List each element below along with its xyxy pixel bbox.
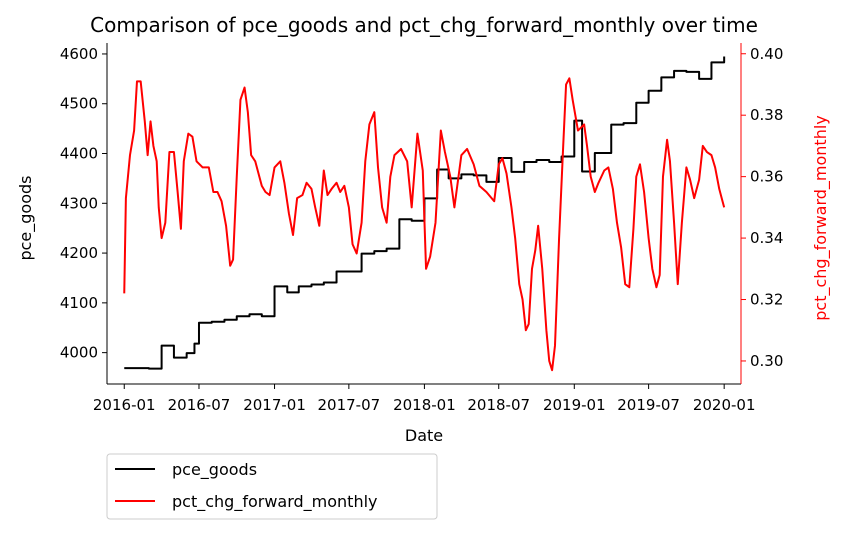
y-left-tick-label: 4200	[60, 244, 98, 262]
y-right-tick-label: 0.36	[750, 168, 783, 186]
y-left-tick-label: 4300	[60, 194, 98, 212]
x-tick-label: 2017-01	[243, 396, 306, 414]
y-axis-left-label: pce_goods	[16, 175, 36, 260]
y-left-tick-label: 4100	[60, 294, 98, 312]
y-left-tick-label: 4600	[60, 45, 98, 63]
y-right-tick-label: 0.34	[750, 229, 783, 247]
x-tick-label: 2019-07	[617, 396, 680, 414]
y-left-tick-label: 4500	[60, 95, 98, 113]
x-tick-label: 2017-07	[318, 396, 381, 414]
legend-label-pct-chg-forward-monthly: pct_chg_forward_monthly	[172, 492, 378, 512]
chart-title: Comparison of pce_goods and pct_chg_forw…	[90, 13, 758, 37]
x-tick-label: 2018-01	[393, 396, 456, 414]
x-tick-label: 2016-01	[93, 396, 156, 414]
plot-area: 2016-01 2016-07 2017-01 2017-07 2018-01 2018-…	[60, 43, 783, 414]
series-line-pct-chg-forward-monthly	[123, 77, 726, 372]
y-right-tick-label: 0.30	[750, 352, 783, 370]
y-left-tick-label: 4000	[60, 344, 98, 362]
x-axis-label: Date	[405, 426, 443, 445]
legend-frame	[106, 453, 438, 520]
x-tick-label: 2019-01	[543, 396, 606, 414]
legend: pce_goods pct_chg_forward_monthly	[106, 453, 438, 520]
legend-label-pce-goods: pce_goods	[172, 460, 257, 480]
x-tick-label: 2016-07	[168, 396, 231, 414]
y-right-tick-label: 0.32	[750, 291, 783, 309]
x-tick-label: 2020-01	[693, 396, 756, 414]
x-tick-label: 2018-07	[467, 396, 530, 414]
y-right-tick-label: 0.40	[750, 45, 783, 63]
y-axis-right-label: pct_chg_forward_monthly	[811, 115, 831, 321]
y-right-tick-label: 0.38	[750, 106, 783, 124]
y-left-tick-label: 4400	[60, 145, 98, 163]
